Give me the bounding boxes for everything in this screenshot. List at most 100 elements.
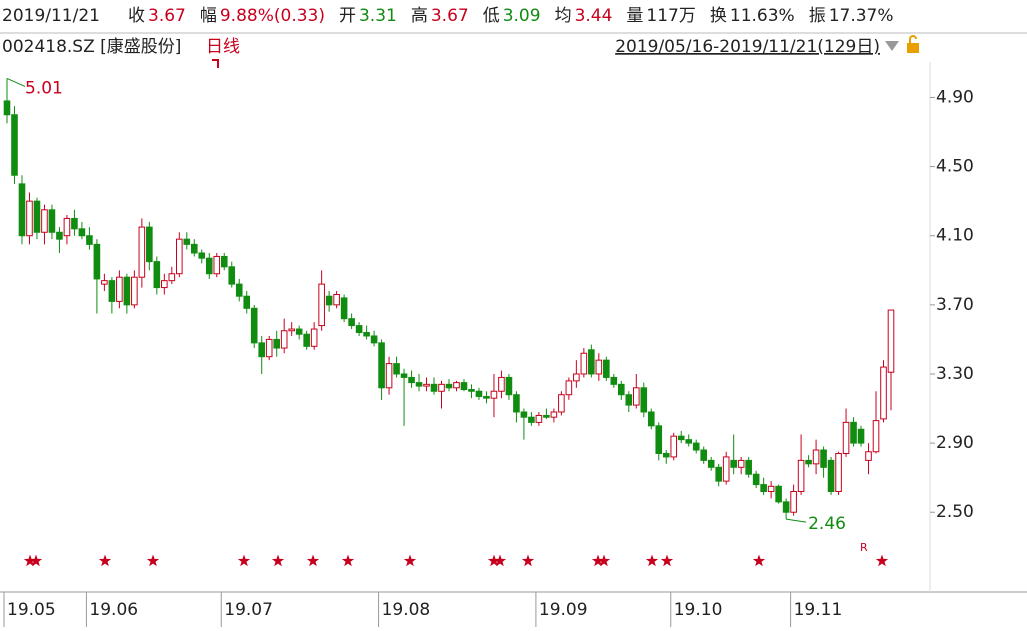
star	[645, 554, 659, 567]
lock-icon[interactable]	[907, 43, 919, 53]
header-value: 3.67	[148, 6, 186, 26]
candle-body	[101, 280, 108, 285]
candle-body	[176, 238, 183, 275]
candle-body	[707, 459, 715, 468]
star	[23, 554, 37, 567]
candle-body	[820, 449, 827, 468]
candle-body	[333, 293, 340, 306]
star	[487, 554, 501, 567]
candle-body	[11, 114, 18, 176]
header-label: 换	[710, 6, 727, 26]
signal-stars	[23, 554, 889, 567]
candle-body	[782, 501, 790, 513]
x-tick-label: 19.10	[674, 600, 723, 620]
date-range[interactable]: 2019/05/16-2019/11/21(129日)	[615, 37, 880, 57]
header-label: 振	[809, 6, 826, 26]
candle-body	[340, 297, 348, 320]
header-label: 幅	[200, 6, 217, 26]
candle-body	[258, 342, 266, 358]
candle-body	[872, 420, 880, 453]
candle-body	[348, 318, 355, 327]
period-marker	[212, 59, 219, 68]
candle-body	[318, 283, 325, 327]
candle-body	[483, 395, 490, 399]
candle-body	[498, 376, 505, 392]
candle-body	[842, 421, 850, 454]
y-tick-label: 2.90	[936, 433, 974, 453]
candle-body	[325, 295, 333, 306]
candle-body	[520, 411, 528, 418]
candle-body	[662, 452, 670, 458]
header-value: 17.37%	[829, 6, 894, 26]
candle-body	[722, 456, 730, 482]
candle-body	[573, 373, 580, 382]
candle-body	[408, 376, 415, 384]
candle-body	[123, 276, 131, 306]
candle-body	[618, 383, 625, 396]
candle-body	[86, 235, 93, 245]
stock-code: 002418.SZ [康盛股份]	[2, 37, 181, 57]
candle-body	[505, 376, 513, 396]
candle-body	[138, 226, 146, 278]
candle-body	[213, 255, 221, 275]
max-label: 5.01	[25, 78, 63, 98]
candle-body	[116, 276, 123, 302]
header-label: 低	[483, 6, 500, 26]
candle-body	[700, 449, 708, 461]
candle-body	[363, 332, 370, 337]
header-label: 高	[411, 6, 428, 26]
candle-body	[265, 338, 273, 358]
star	[271, 554, 285, 567]
candle-body	[887, 309, 895, 373]
candle-body	[588, 349, 595, 375]
header-value: 3.44	[575, 6, 613, 26]
candle-body	[423, 383, 430, 387]
header-value: 3.67	[431, 6, 469, 26]
candle-body	[228, 266, 236, 285]
y-tick-label: 3.70	[936, 295, 974, 315]
star	[521, 554, 535, 567]
candle-body	[640, 387, 648, 413]
star	[660, 554, 674, 567]
period: 日线	[206, 37, 240, 57]
x-tick-label: 19.07	[224, 600, 273, 620]
dropdown-icon[interactable]	[885, 41, 899, 51]
candle-body	[108, 280, 116, 302]
candle-body	[595, 359, 603, 375]
candle-body	[790, 490, 797, 513]
candle-body	[430, 383, 438, 392]
candle-body	[63, 217, 71, 237]
x-tick-label: 19.11	[794, 600, 843, 620]
candle-body	[161, 280, 168, 289]
candle-body	[670, 435, 678, 458]
header-items: 收 3.67 幅 9.88%(0.33) 开 3.31 高 3.67 低 3.09 均 3.44 量 11…	[128, 6, 894, 26]
candle-body	[48, 209, 56, 233]
candle-body	[153, 261, 161, 289]
header-value: 9.88%(0.33)	[220, 6, 325, 26]
candle-body	[543, 414, 550, 418]
candle-body	[460, 382, 468, 391]
candle-body	[715, 466, 722, 482]
candle-body	[310, 328, 318, 347]
header-value: 11.63%	[730, 6, 795, 26]
candle-body	[250, 307, 258, 344]
candle-body	[580, 352, 588, 375]
candle-body	[288, 328, 295, 332]
lock-shackle	[909, 35, 917, 43]
candle-body	[56, 231, 63, 240]
max-pointer	[6, 77, 26, 87]
candle-body	[41, 209, 48, 233]
header-label: 开	[339, 6, 356, 26]
candle-body	[393, 363, 400, 375]
candle-body	[685, 439, 693, 444]
candle-body	[26, 200, 33, 237]
header-value: 3.31	[359, 6, 397, 26]
star	[29, 554, 43, 567]
candle-body	[146, 226, 153, 263]
star	[146, 554, 160, 567]
candle-body	[33, 200, 41, 233]
star	[752, 554, 766, 567]
candle-body	[378, 342, 385, 389]
candle-body	[400, 373, 408, 378]
